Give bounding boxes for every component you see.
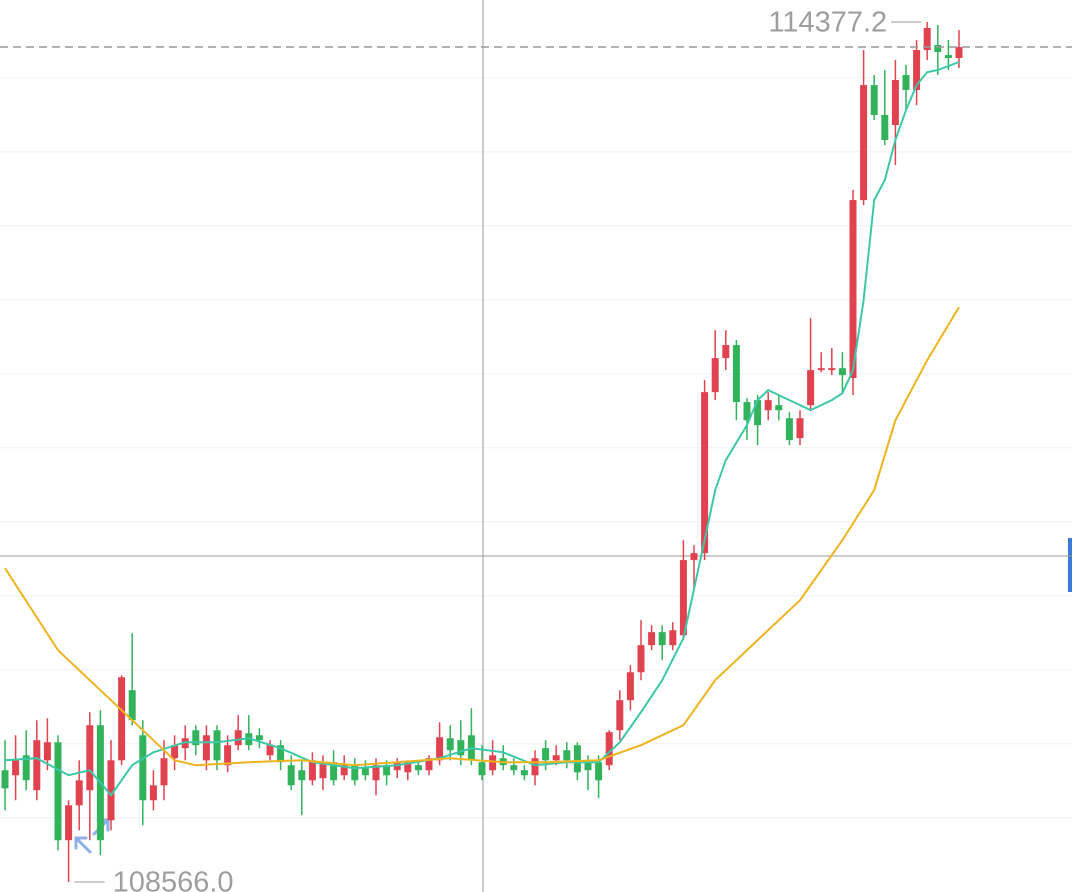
candle-body [457,740,465,756]
candle-body [838,368,846,376]
candle-body [923,27,931,51]
candle-body [54,742,62,841]
candle-body [266,745,274,756]
candle-body [542,748,550,761]
candle-body [913,50,921,90]
candle-body [139,735,147,801]
candle-body [531,758,539,776]
arrow [74,836,92,854]
candle-body [722,345,730,359]
candle-body [12,760,20,776]
candle-body [351,765,359,781]
candle-body [690,553,698,561]
candle-body [277,745,285,763]
candle-body [107,760,115,821]
candle-body [128,690,136,721]
candle-body [605,732,613,766]
candle-body [552,755,560,761]
candle-body [934,44,942,53]
candle-body [817,368,825,371]
candle-body [870,85,878,115]
candle-body [796,418,804,439]
candle-body [785,418,793,441]
high-label: 114377.2 [768,7,887,39]
candle-body [414,765,422,771]
candle-body [669,630,677,646]
candle-body [65,805,73,841]
moving-average-line [4,306,960,767]
candle-body [383,765,391,776]
candle-body [891,80,899,126]
candle-body [489,755,497,771]
candle-body [361,768,369,776]
candle-body [955,47,963,59]
candle-body [563,750,571,761]
candle-body [22,755,30,781]
candle-body [86,725,94,791]
candle-body [573,745,581,773]
candle-body [881,114,889,140]
candle-body [372,765,380,781]
candle-body [648,632,656,646]
candle-body [701,392,709,554]
candle-body [43,742,51,761]
candle-body [319,762,327,779]
candle-body [404,762,412,773]
candle-body [807,370,815,406]
candle-body [330,762,338,781]
moving-average-line [4,61,960,797]
candle-body [626,672,634,701]
candle-body [224,745,232,766]
candle-body [213,730,221,761]
candle-body [520,770,528,776]
candle-body [679,560,687,636]
candle-body [849,200,857,379]
candle-body [171,745,179,759]
candle-body [743,402,751,421]
low-label: 108566.0 [113,867,234,892]
candle-body [754,400,762,426]
candle-body [860,85,868,201]
candle-body [616,700,624,731]
candle-body [902,75,910,90]
candle-body [393,762,401,771]
candle-body [118,677,126,761]
candle-body [732,345,740,403]
candle-body [828,368,836,371]
candle-body [584,760,592,771]
candle-body [436,737,444,761]
candle-body [75,780,83,806]
candle-body [658,632,666,646]
candle-body [234,730,242,746]
candle-body [287,765,295,786]
candle-body [1,770,9,789]
candle-body [478,762,486,776]
candle-body [149,785,157,801]
candle-body [595,762,603,781]
candle-body [775,405,783,411]
candle-body [255,735,263,741]
candle-body [764,400,772,411]
candle-body [711,358,719,393]
candle-body [308,760,316,781]
candle-body [510,765,518,771]
candle-body [446,738,454,751]
candle-body [160,758,168,786]
candle-body [202,735,210,761]
candle-body [340,765,348,776]
candle-body [944,55,952,59]
candle-body [33,740,41,791]
candle-body [425,758,433,771]
candle-body [298,770,306,781]
candle-body [637,645,645,673]
price-tag-edge [1068,538,1072,592]
candle-body [192,730,200,746]
